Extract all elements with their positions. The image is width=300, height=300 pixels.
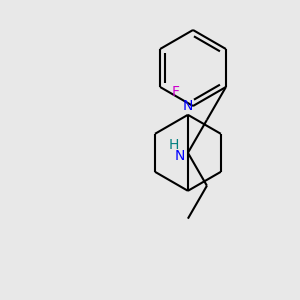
Text: N: N — [183, 99, 193, 113]
Text: F: F — [172, 85, 180, 99]
Text: N: N — [175, 149, 185, 163]
Text: H: H — [169, 138, 179, 152]
